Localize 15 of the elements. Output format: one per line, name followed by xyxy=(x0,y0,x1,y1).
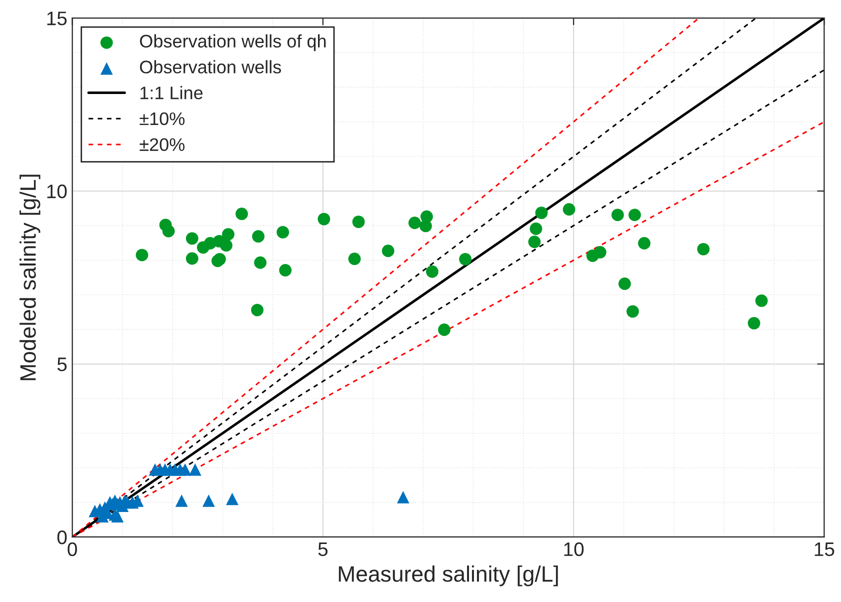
x-tick-label: 5 xyxy=(318,542,328,556)
legend-label: Observation wells of qh xyxy=(140,34,326,52)
y-tick-label: 0 xyxy=(57,530,67,544)
x-tick-label: 0 xyxy=(68,542,77,556)
legend-label: 1:1 Line xyxy=(140,86,203,100)
y-tick-label: 15 xyxy=(47,12,67,26)
y-axis-title: Modeled salinity [g/L] xyxy=(20,174,40,380)
legend-label: Observation wells xyxy=(140,60,281,74)
y-tick-label: 10 xyxy=(47,184,67,198)
y-tick-label: 5 xyxy=(57,358,67,372)
legend-label: ±20% xyxy=(140,138,185,152)
x-axis-title: Measured salinity [g/L] xyxy=(338,566,558,586)
x-tick-label: 10 xyxy=(564,542,584,556)
x-tick-label: 15 xyxy=(814,542,834,556)
legend-label: ±10% xyxy=(140,112,185,126)
